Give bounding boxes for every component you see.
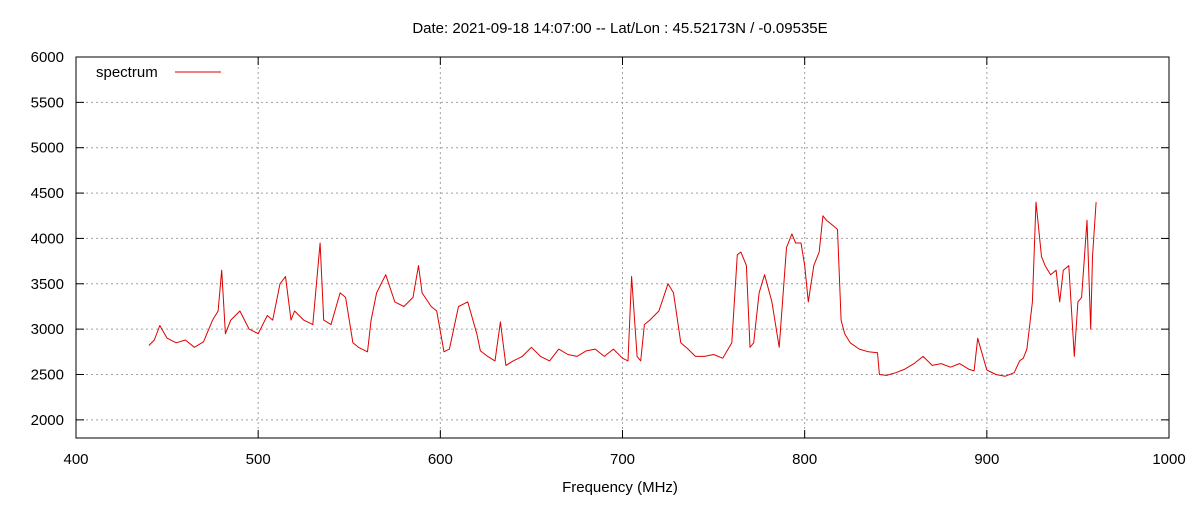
series-layer <box>148 201 1097 377</box>
grid <box>76 57 1169 438</box>
y-tick-label: 4000 <box>31 230 64 247</box>
x-tick-label: 900 <box>974 451 999 468</box>
legend: spectrum <box>96 64 221 81</box>
y-tick-label: 5000 <box>31 140 64 157</box>
x-tick-label: 500 <box>246 451 271 468</box>
y-tick-label: 6000 <box>31 49 64 66</box>
y-tick-label: 5500 <box>31 94 64 111</box>
y-tick-label: 3000 <box>31 321 64 338</box>
x-tick-label: 400 <box>63 451 88 468</box>
series-line-spectrum <box>148 201 1097 377</box>
x-tick-label: 800 <box>792 451 817 468</box>
x-tick-label: 600 <box>428 451 453 468</box>
y-tick-label: 4500 <box>31 185 64 202</box>
x-axis-label: Frequency (MHz) <box>562 479 678 496</box>
y-tick-label: 2500 <box>31 367 64 384</box>
y-tick-label: 2000 <box>31 412 64 429</box>
chart-title: Date: 2021-09-18 14:07:00 -- Lat/Lon : 4… <box>412 20 827 37</box>
x-tick-label: 700 <box>610 451 635 468</box>
legend-label-spectrum: spectrum <box>96 64 158 81</box>
y-tick-label: 3500 <box>31 276 64 293</box>
axis-ticks: 2000 2500 3000 3500 4000 4500 5000 5500 6000 400 5… <box>31 49 1186 468</box>
x-tick-label: 1000 <box>1152 451 1185 468</box>
